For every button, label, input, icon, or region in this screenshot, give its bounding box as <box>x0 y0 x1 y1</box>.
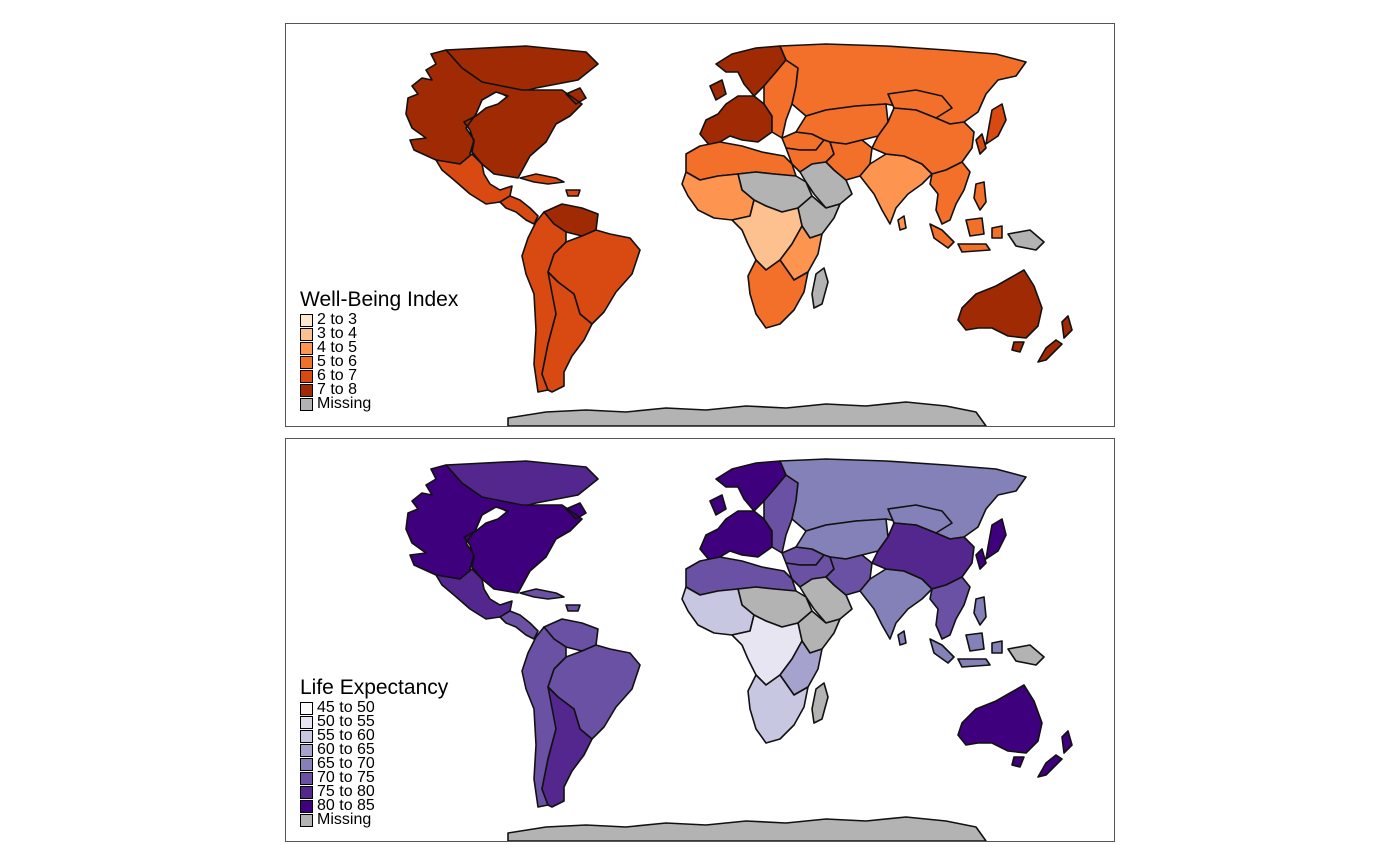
legend-swatch <box>300 397 313 411</box>
legend-entry: Missing <box>300 811 448 828</box>
legend-swatch <box>300 355 313 369</box>
legend-label: Missing <box>317 395 372 412</box>
legend-label: 45 to 50 <box>317 699 375 716</box>
legend-entry: Missing <box>300 395 458 412</box>
region-south-asia <box>859 153 933 231</box>
legend-swatch <box>300 799 313 813</box>
legend-swatch <box>300 813 313 827</box>
legend-label: 3 to 4 <box>317 325 358 342</box>
region-madagascar <box>811 682 829 724</box>
region-china <box>871 522 975 590</box>
legend-swatch <box>300 771 313 785</box>
region-europe-west <box>699 79 773 147</box>
region-philippines <box>973 596 987 626</box>
wellbeing-world-map <box>405 43 1073 426</box>
legend-label: 5 to 6 <box>317 353 358 370</box>
legend-entry: 7 to 8 <box>300 381 458 398</box>
legend-label: 50 to 55 <box>317 713 375 730</box>
legend-label: 75 to 80 <box>317 783 375 800</box>
legend-swatch <box>300 743 313 757</box>
region-new-zealand <box>1037 730 1073 778</box>
legend-swatch <box>300 729 313 743</box>
region-argentina <box>541 686 593 808</box>
region-argentina <box>541 271 593 393</box>
legend-label: 60 to 65 <box>317 741 375 758</box>
life-expectancy-map-panel: Life Expectancy 45 to 50 50 to 55 55 to 60… <box>285 438 1115 842</box>
region-australia <box>957 269 1043 353</box>
life-expectancy-world-map <box>405 458 1073 841</box>
region-philippines <box>973 181 987 211</box>
legend-entry: 45 to 50 <box>300 699 448 716</box>
region-caribbean <box>519 173 581 197</box>
region-caribbean <box>519 588 581 612</box>
life-expectancy-legend-items: 45 to 50 50 to 55 55 to 60 60 to 65 65 to 70… <box>300 699 448 828</box>
region-australia <box>957 684 1043 768</box>
legend-swatch <box>300 369 313 383</box>
region-europe-east <box>763 474 799 554</box>
legend-entry: 4 to 5 <box>300 339 458 356</box>
legend-label: 65 to 70 <box>317 755 375 772</box>
region-japan-korea <box>975 103 1007 155</box>
region-central-america <box>499 610 539 640</box>
region-indonesia <box>929 217 1003 253</box>
legend-entry: 80 to 85 <box>300 797 448 814</box>
region-papua <box>1007 229 1045 251</box>
legend-label: 4 to 5 <box>317 339 358 356</box>
region-south-asia <box>859 568 933 646</box>
region-madagascar <box>811 267 829 309</box>
legend-entry: 75 to 80 <box>300 783 448 800</box>
region-southern-africa <box>747 674 809 744</box>
region-southern-africa <box>747 259 809 329</box>
wellbeing-legend-title: Well-Being Index <box>300 288 459 311</box>
legend-swatch <box>300 383 313 397</box>
life-expectancy-legend-title: Life Expectancy <box>300 676 449 699</box>
legend-swatch <box>300 715 313 729</box>
legend-swatch <box>300 701 313 715</box>
legend-label: 2 to 3 <box>317 311 358 328</box>
legend-entry: 5 to 6 <box>300 353 458 370</box>
legend-swatch <box>300 757 313 771</box>
legend-entry: 3 to 4 <box>300 325 458 342</box>
region-arabia <box>799 576 853 624</box>
legend-entry: 70 to 75 <box>300 769 448 786</box>
legend-entry: 60 to 65 <box>300 741 448 758</box>
legend-entry: 6 to 7 <box>300 367 458 384</box>
legend-label: 80 to 85 <box>317 797 375 814</box>
region-north-america <box>405 49 587 179</box>
legend-label: 7 to 8 <box>317 381 358 398</box>
region-new-zealand <box>1037 315 1073 363</box>
legend-swatch <box>300 785 313 799</box>
region-central-america <box>499 195 539 225</box>
legend-entry: 55 to 60 <box>300 727 448 744</box>
legend-label: 6 to 7 <box>317 367 358 384</box>
legend-entry: 65 to 70 <box>300 755 448 772</box>
region-arabia <box>799 161 853 209</box>
legend-label: 70 to 75 <box>317 769 375 786</box>
region-papua <box>1007 644 1045 666</box>
region-china <box>871 107 975 175</box>
region-southeast-asia <box>929 161 971 225</box>
region-antarctica <box>507 816 987 841</box>
region-southeast-asia <box>929 576 971 640</box>
region-north-america <box>405 464 587 594</box>
legend-swatch <box>300 313 313 327</box>
region-indonesia <box>929 632 1003 668</box>
region-japan-korea <box>975 518 1007 570</box>
region-antarctica <box>507 401 987 426</box>
region-europe-east <box>763 59 799 139</box>
legend-label: Missing <box>317 811 372 828</box>
legend-swatch <box>300 327 313 341</box>
legend-label: 55 to 60 <box>317 727 375 744</box>
legend-swatch <box>300 341 313 355</box>
legend-entry: 50 to 55 <box>300 713 448 730</box>
life-expectancy-legend: Life Expectancy 45 to 50 50 to 55 55 to 60… <box>300 676 449 828</box>
legend-entry: 2 to 3 <box>300 311 458 328</box>
